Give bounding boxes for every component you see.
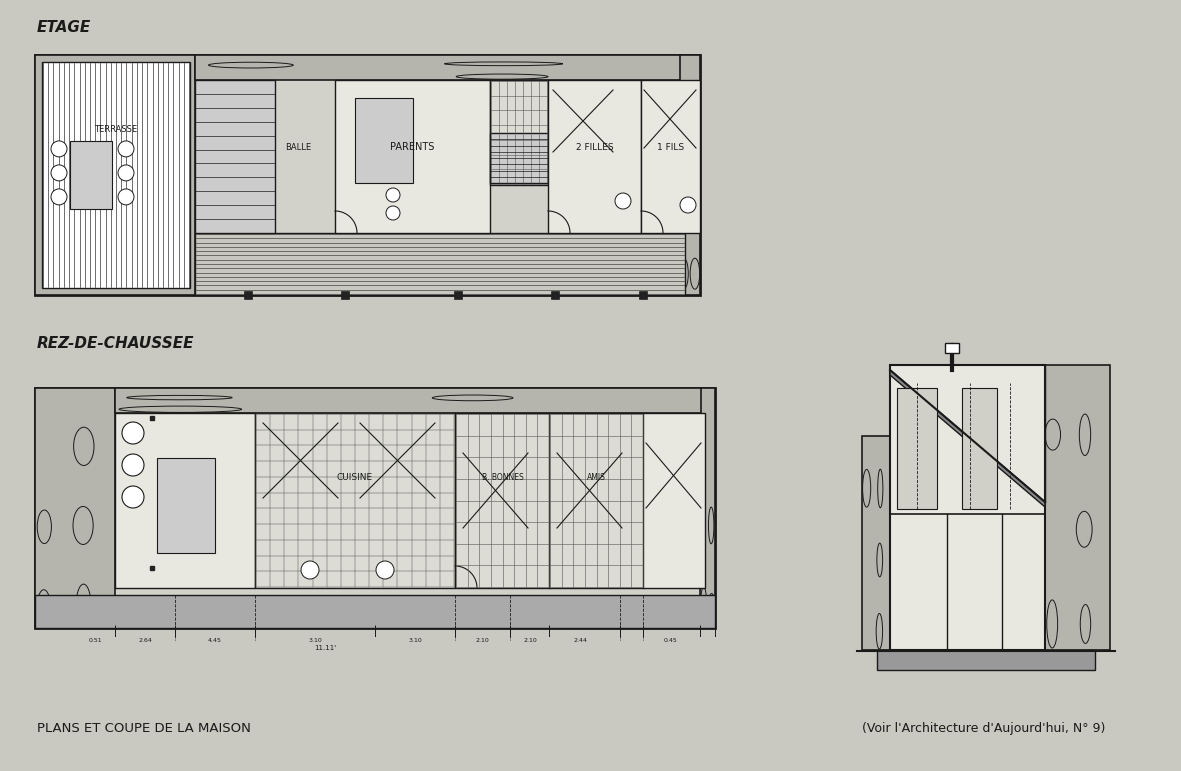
Text: 2.10: 2.10: [523, 638, 537, 643]
Bar: [35, 388, 715, 628]
Bar: [35, 595, 715, 628]
Bar: [877, 650, 1095, 670]
Bar: [552, 291, 559, 299]
Text: TERRASSE: TERRASSE: [94, 126, 137, 134]
Text: (Voir l'Architecture d'Aujourd'hui, N° 9): (Voir l'Architecture d'Aujourd'hui, N° 9…: [862, 722, 1105, 735]
Text: B. BONNES: B. BONNES: [482, 473, 523, 482]
Text: 2 FILLES: 2 FILLES: [575, 143, 613, 152]
Text: AMIS: AMIS: [587, 473, 606, 482]
Circle shape: [386, 188, 400, 202]
Bar: [341, 291, 350, 299]
Text: 0.45: 0.45: [664, 638, 678, 643]
Text: 11.11': 11.11': [314, 645, 337, 651]
Circle shape: [122, 486, 144, 508]
Text: 0.51: 0.51: [89, 638, 102, 643]
Circle shape: [118, 165, 133, 181]
Bar: [700, 388, 715, 628]
Bar: [115, 388, 702, 413]
Bar: [454, 291, 462, 299]
Bar: [490, 133, 548, 183]
Circle shape: [615, 193, 631, 209]
Circle shape: [301, 561, 319, 579]
Text: 2.10: 2.10: [475, 638, 489, 643]
Bar: [195, 80, 275, 233]
Text: 2.44: 2.44: [573, 638, 587, 643]
Bar: [890, 365, 1045, 650]
Text: CUISINE: CUISINE: [337, 473, 373, 482]
Text: ETAGE: ETAGE: [37, 20, 91, 35]
Circle shape: [51, 141, 67, 157]
Bar: [255, 413, 455, 588]
Bar: [549, 413, 644, 588]
Text: PLANS ET COUPE DE LA MAISON: PLANS ET COUPE DE LA MAISON: [37, 722, 250, 735]
Text: BALLE: BALLE: [285, 143, 311, 152]
Bar: [335, 80, 490, 233]
Circle shape: [118, 141, 133, 157]
Circle shape: [51, 165, 67, 181]
Bar: [548, 80, 641, 233]
Bar: [244, 291, 252, 299]
Bar: [70, 141, 112, 209]
Bar: [642, 413, 705, 588]
Bar: [641, 80, 700, 233]
Bar: [490, 80, 548, 185]
Text: REZ-DE-CHAUSSEE: REZ-DE-CHAUSSEE: [37, 336, 195, 351]
Bar: [195, 233, 685, 295]
Text: PARENTS: PARENTS: [390, 142, 435, 152]
Bar: [115, 413, 255, 588]
Circle shape: [376, 561, 394, 579]
Bar: [862, 436, 890, 650]
Bar: [355, 98, 413, 183]
Circle shape: [118, 189, 133, 205]
Bar: [455, 413, 550, 588]
Bar: [680, 55, 700, 295]
Circle shape: [680, 197, 696, 213]
Text: 3.10: 3.10: [308, 638, 322, 643]
Circle shape: [386, 206, 400, 220]
Circle shape: [122, 422, 144, 444]
Bar: [35, 55, 700, 295]
Circle shape: [122, 454, 144, 476]
Bar: [963, 388, 997, 509]
Bar: [898, 388, 937, 509]
Text: 1 FILS: 1 FILS: [657, 143, 684, 152]
Bar: [195, 55, 700, 80]
Bar: [35, 388, 115, 628]
Bar: [35, 55, 195, 295]
Circle shape: [51, 189, 67, 205]
Bar: [639, 291, 647, 299]
Text: 3.10: 3.10: [409, 638, 422, 643]
Bar: [945, 343, 959, 353]
Bar: [1045, 365, 1110, 650]
Text: 2.64: 2.64: [138, 638, 152, 643]
Bar: [43, 62, 190, 288]
Polygon shape: [890, 370, 1045, 507]
Bar: [157, 458, 215, 553]
Text: 4.45: 4.45: [208, 638, 222, 643]
